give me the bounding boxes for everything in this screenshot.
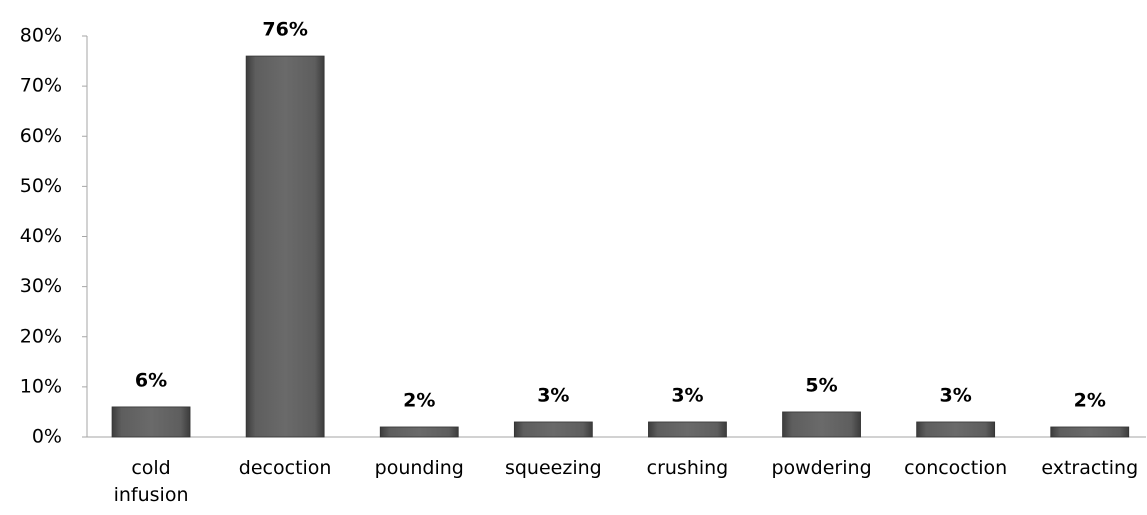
y-tick-label: 0% bbox=[32, 426, 62, 448]
x-tick-label: extracting bbox=[1041, 457, 1139, 479]
y-tick-label: 80% bbox=[20, 25, 62, 47]
y-tick-label: 60% bbox=[20, 125, 62, 147]
bar bbox=[1050, 426, 1130, 438]
value-label: 2% bbox=[1074, 389, 1106, 411]
bar bbox=[379, 426, 459, 438]
value-label: 3% bbox=[671, 384, 703, 406]
y-tick-label: 30% bbox=[20, 275, 62, 297]
value-label: 3% bbox=[537, 384, 569, 406]
y-tick-label: 50% bbox=[20, 175, 62, 197]
x-tick-label: powdering bbox=[771, 457, 872, 479]
y-tick-label: 20% bbox=[20, 325, 62, 347]
y-tick-label: 10% bbox=[20, 375, 62, 397]
bar bbox=[111, 406, 191, 438]
bar bbox=[245, 55, 325, 438]
y-tick-label: 70% bbox=[20, 75, 62, 97]
x-tick-label: decoction bbox=[238, 457, 332, 479]
y-tick-label: 40% bbox=[20, 225, 62, 247]
x-tick-label: concoction bbox=[904, 457, 1008, 479]
bar bbox=[648, 421, 727, 438]
value-label: 6% bbox=[135, 369, 167, 391]
x-tick-label: cold infusion bbox=[113, 457, 189, 506]
x-tick-label: squeezing bbox=[504, 457, 602, 479]
value-label: 3% bbox=[940, 384, 972, 406]
value-label: 2% bbox=[403, 389, 435, 411]
value-label: 5% bbox=[805, 374, 837, 396]
x-tick-label: crushing bbox=[646, 457, 729, 479]
x-tick-label: pounding bbox=[374, 457, 464, 479]
bar bbox=[513, 421, 593, 438]
bar bbox=[916, 421, 996, 438]
bar bbox=[782, 411, 861, 438]
value-label: 76% bbox=[262, 19, 307, 41]
